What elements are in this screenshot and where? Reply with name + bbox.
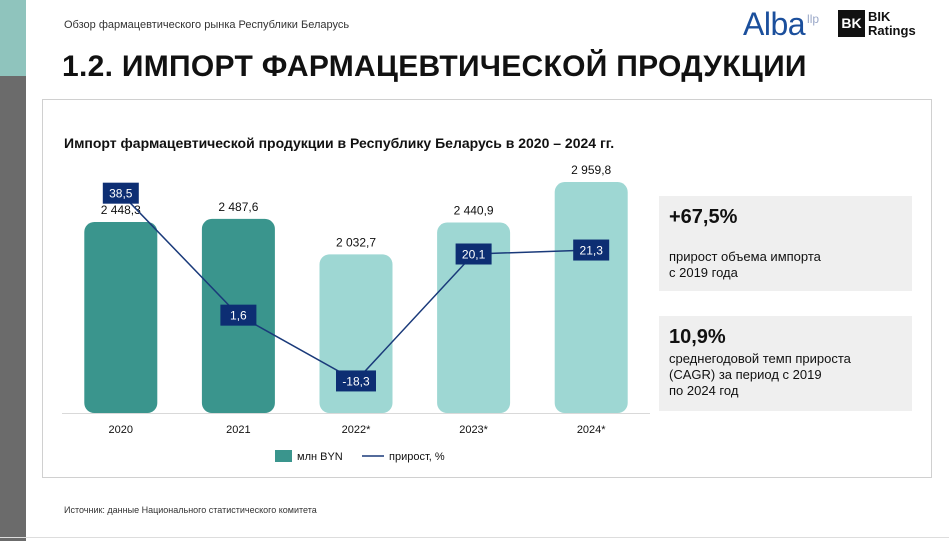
legend-swatch-bar <box>275 450 292 462</box>
kpi-card-cagr: 10,9% среднегодовой темп прироста (CAGR)… <box>659 316 912 411</box>
kpi-growth-value: +67,5% <box>669 206 738 228</box>
bik-logo-text: BIK Ratings <box>868 10 916 38</box>
growth-value-label: -18,3 <box>342 374 370 388</box>
legend-label-bar: млн BYN <box>297 451 343 463</box>
chart-title: Импорт фармацевтической продукции в Респ… <box>64 135 615 151</box>
bar-value-label: 2 487,6 <box>218 200 258 214</box>
growth-value-label: 1,6 <box>230 309 247 323</box>
growth-value-label: 21,3 <box>580 244 604 258</box>
x-tick-label: 2021 <box>226 424 250 436</box>
growth-point-box <box>220 304 257 326</box>
bar-4 <box>437 222 511 413</box>
growth-point-box <box>573 239 610 261</box>
bar-value-label: 2 448,3 <box>101 203 141 217</box>
growth-value-label: 20,1 <box>462 248 486 262</box>
alba-logo: Alba llp <box>743 6 819 43</box>
growth-point-box <box>336 370 376 392</box>
kpi-growth-text: прирост объема импорта с 2019 года <box>669 249 821 280</box>
source-note: Источник: данные Национального статистич… <box>64 505 317 515</box>
kpi-card-growth: +67,5% прирост объема импорта с 2019 год… <box>659 196 912 291</box>
bar-value-label: 2 032,7 <box>336 235 376 249</box>
sidebar-accent-top <box>0 0 26 76</box>
kpi-cagr-text: среднегодовой темп прироста (CAGR) за пе… <box>669 351 851 398</box>
bar-5 <box>554 182 628 413</box>
bik-logo-line1: BIK <box>868 9 891 24</box>
page-title: 1.2. ИМПОРТ ФАРМАЦЕВТИЧЕСКОЙ ПРОДУКЦИИ <box>62 50 807 83</box>
bar-value-label: 2 959,8 <box>571 163 611 177</box>
x-tick-label: 2024* <box>577 424 606 436</box>
x-tick-label: 2023* <box>459 424 488 436</box>
sidebar-accent-bottom <box>0 76 26 541</box>
x-tick-label: 2020 <box>109 424 133 436</box>
alba-logo-word: Alba <box>743 6 806 42</box>
alba-logo-suffix: llp <box>807 12 820 26</box>
x-tick-label: 2022* <box>342 424 371 436</box>
bar-1 <box>84 221 158 413</box>
growth-point-box <box>102 182 139 204</box>
report-subtitle: Обзор фармацевтического рынка Республики… <box>64 19 350 31</box>
kpi-cagr-value: 10,9% <box>669 326 726 348</box>
legend-label-line: прирост, % <box>389 451 445 463</box>
bik-logo-mark: BK <box>838 10 865 37</box>
growth-point-box <box>455 243 492 265</box>
bar-value-label: 2 440,9 <box>454 204 494 218</box>
growth-value-label: 38,5 <box>109 187 133 201</box>
bik-logo-line2: Ratings <box>868 23 916 38</box>
bottom-divider <box>0 537 949 538</box>
